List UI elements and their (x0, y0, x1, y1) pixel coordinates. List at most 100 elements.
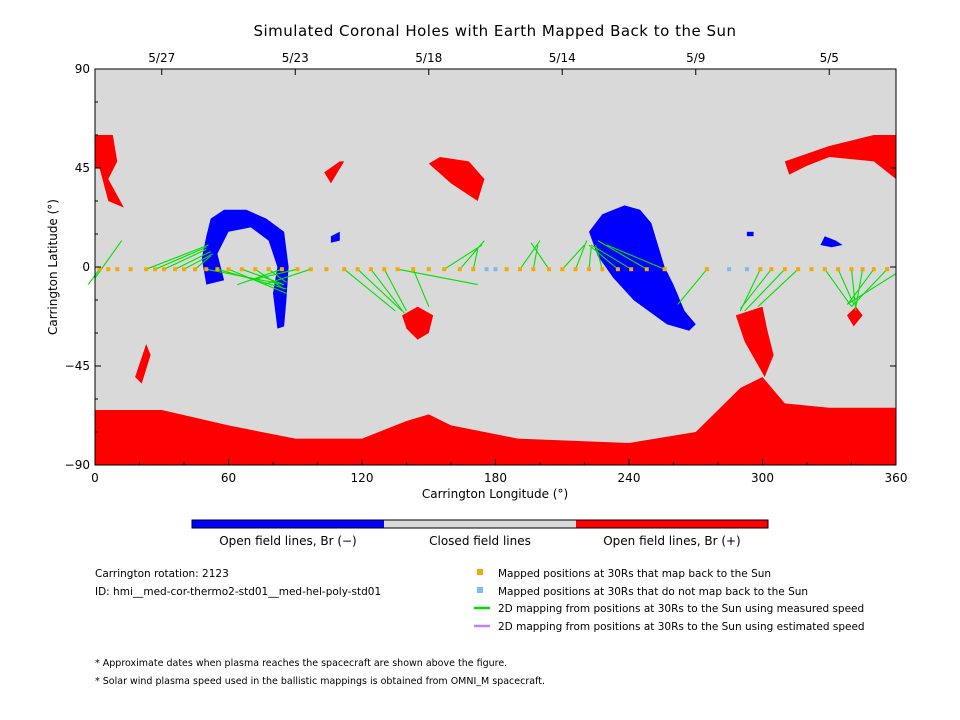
mapped-position-41 (629, 267, 634, 272)
mapped-position-22 (368, 267, 373, 272)
positive-open-region-1 (95, 135, 124, 208)
mapping-line-39 (739, 268, 772, 310)
mapped-position-11 (215, 267, 220, 272)
mapped-position-1 (106, 267, 111, 272)
colorbar-label-negative: Open field lines, Br (−) (219, 534, 357, 548)
mapping-line-17 (343, 268, 396, 312)
mapped-position-43 (662, 267, 667, 272)
mapped-position-25 (411, 267, 416, 272)
model-id: ID: hmi__med-cor-thermo2-std01__med-hel-… (95, 586, 381, 598)
positive-open-region-8 (135, 344, 151, 384)
legend-mapped-label: Mapped positions at 30Rs that map back t… (498, 568, 771, 580)
mapped-position-53 (836, 267, 841, 272)
mapping-line-19 (370, 268, 405, 314)
mapping-line-1 (87, 268, 100, 285)
mapped-position-12 (226, 267, 231, 272)
mapping-line-24 (459, 240, 485, 270)
unmapped-position-30 (484, 267, 489, 272)
negative-open-region-9 (201, 209, 289, 329)
positive-open-region-7 (428, 157, 485, 201)
x-tick-label-4: 240 (618, 471, 641, 485)
x-tick-label-3: 180 (484, 471, 507, 485)
mapping-line-33 (588, 244, 619, 270)
coronal-hole-regions (95, 135, 896, 465)
mapped-position-26 (426, 267, 431, 272)
mapped-position-27 (442, 267, 447, 272)
legend-estimated-label: 2D mapping from positions at 30Rs to the… (498, 621, 865, 633)
carrington-rotation: Carrington rotation: 2123 (95, 568, 229, 580)
mapped-position-47 (758, 267, 763, 272)
mapped-position-38 (587, 267, 591, 272)
mapping-line-26 (519, 240, 541, 270)
date-tick-label-3: 5/14 (549, 51, 576, 65)
mapping-line-32 (595, 244, 603, 270)
mapping-line-14 (237, 268, 283, 286)
mapping-line-42 (824, 268, 852, 307)
y-tick-label-0: 90 (75, 62, 90, 76)
positive-open-region-3 (402, 306, 434, 340)
y-tick-label-2: 0 (82, 260, 90, 274)
x-tick-label-1: 60 (221, 471, 236, 485)
mapping-line-27 (532, 244, 539, 270)
mapping-line-36 (606, 244, 665, 270)
mapping-line-12 (254, 268, 285, 290)
mapped-position-51 (809, 267, 814, 272)
mapped-position-17 (295, 267, 300, 272)
mapped-positions (97, 267, 890, 272)
footnote-dates: * Approximate dates when plasma reaches … (95, 658, 507, 669)
x-tick-label-0: 0 (91, 471, 99, 485)
mapping-line-41 (757, 268, 799, 308)
mapped-position-18 (308, 267, 313, 272)
map-axes: 0 60 120 180 240 300 360 90 45 0 −45 −90 5/27 5/23 5/1… (65, 51, 908, 485)
unmapped-position-45 (727, 267, 732, 272)
mapped-position-54 (849, 267, 854, 272)
negative-open-region-13 (330, 231, 340, 243)
mapped-position-19 (324, 267, 329, 272)
mapping-line-4 (163, 248, 207, 270)
mapping-line-2 (146, 244, 209, 270)
mapped-position-20 (342, 267, 347, 272)
mapping-line-20 (383, 268, 407, 312)
mapped-position-40 (615, 267, 620, 272)
colorbar-closed-segment (384, 520, 576, 528)
colorbar-negative-segment (192, 520, 384, 528)
mapped-position-33 (518, 267, 522, 272)
mapping-line-22 (412, 268, 430, 307)
mapped-position-6 (162, 267, 166, 272)
mapped-position-34 (531, 267, 536, 272)
mapped-position-39 (600, 267, 605, 272)
mapped-position-48 (769, 267, 774, 272)
polarity-colorbar: Open field lines, Br (−) Closed field li… (191, 519, 769, 548)
mapped-position-36 (560, 267, 565, 272)
mapped-position-0 (97, 267, 102, 272)
mapping-line-34 (590, 244, 632, 270)
mapping-line-29 (561, 244, 585, 270)
positive-open-region-2 (784, 135, 896, 179)
legend-measured-label: 2D mapping from positions at 30Rs to the… (498, 603, 864, 615)
mapped-position-8 (182, 267, 186, 272)
negative-open-region-11 (820, 236, 843, 248)
mapped-position-3 (128, 267, 133, 272)
mapped-position-35 (546, 267, 551, 272)
mapping-line-23 (444, 244, 483, 270)
mapping-line-30 (575, 240, 588, 270)
negative-open-region-10 (589, 205, 696, 331)
mapping-line-0 (94, 240, 123, 279)
mapped-position-4 (144, 267, 149, 272)
mapped-position-2 (115, 267, 120, 272)
x-tick-label-5: 300 (751, 471, 774, 485)
mapping-line-13 (268, 268, 287, 283)
mapped-position-29 (471, 267, 476, 272)
legend-mapped-marker (477, 569, 483, 575)
mapped-position-7 (173, 267, 178, 272)
mapped-position-15 (266, 267, 271, 272)
mapped-position-50 (796, 267, 801, 272)
coronal-map (87, 68, 897, 466)
mapped-position-44 (704, 267, 709, 272)
mapped-position-32 (504, 267, 509, 272)
y-tick-label-3: −45 (65, 359, 90, 373)
unmapped-position-31 (493, 267, 498, 272)
date-tick-label-4: 5/9 (686, 51, 705, 65)
mapping-line-37 (677, 268, 708, 305)
